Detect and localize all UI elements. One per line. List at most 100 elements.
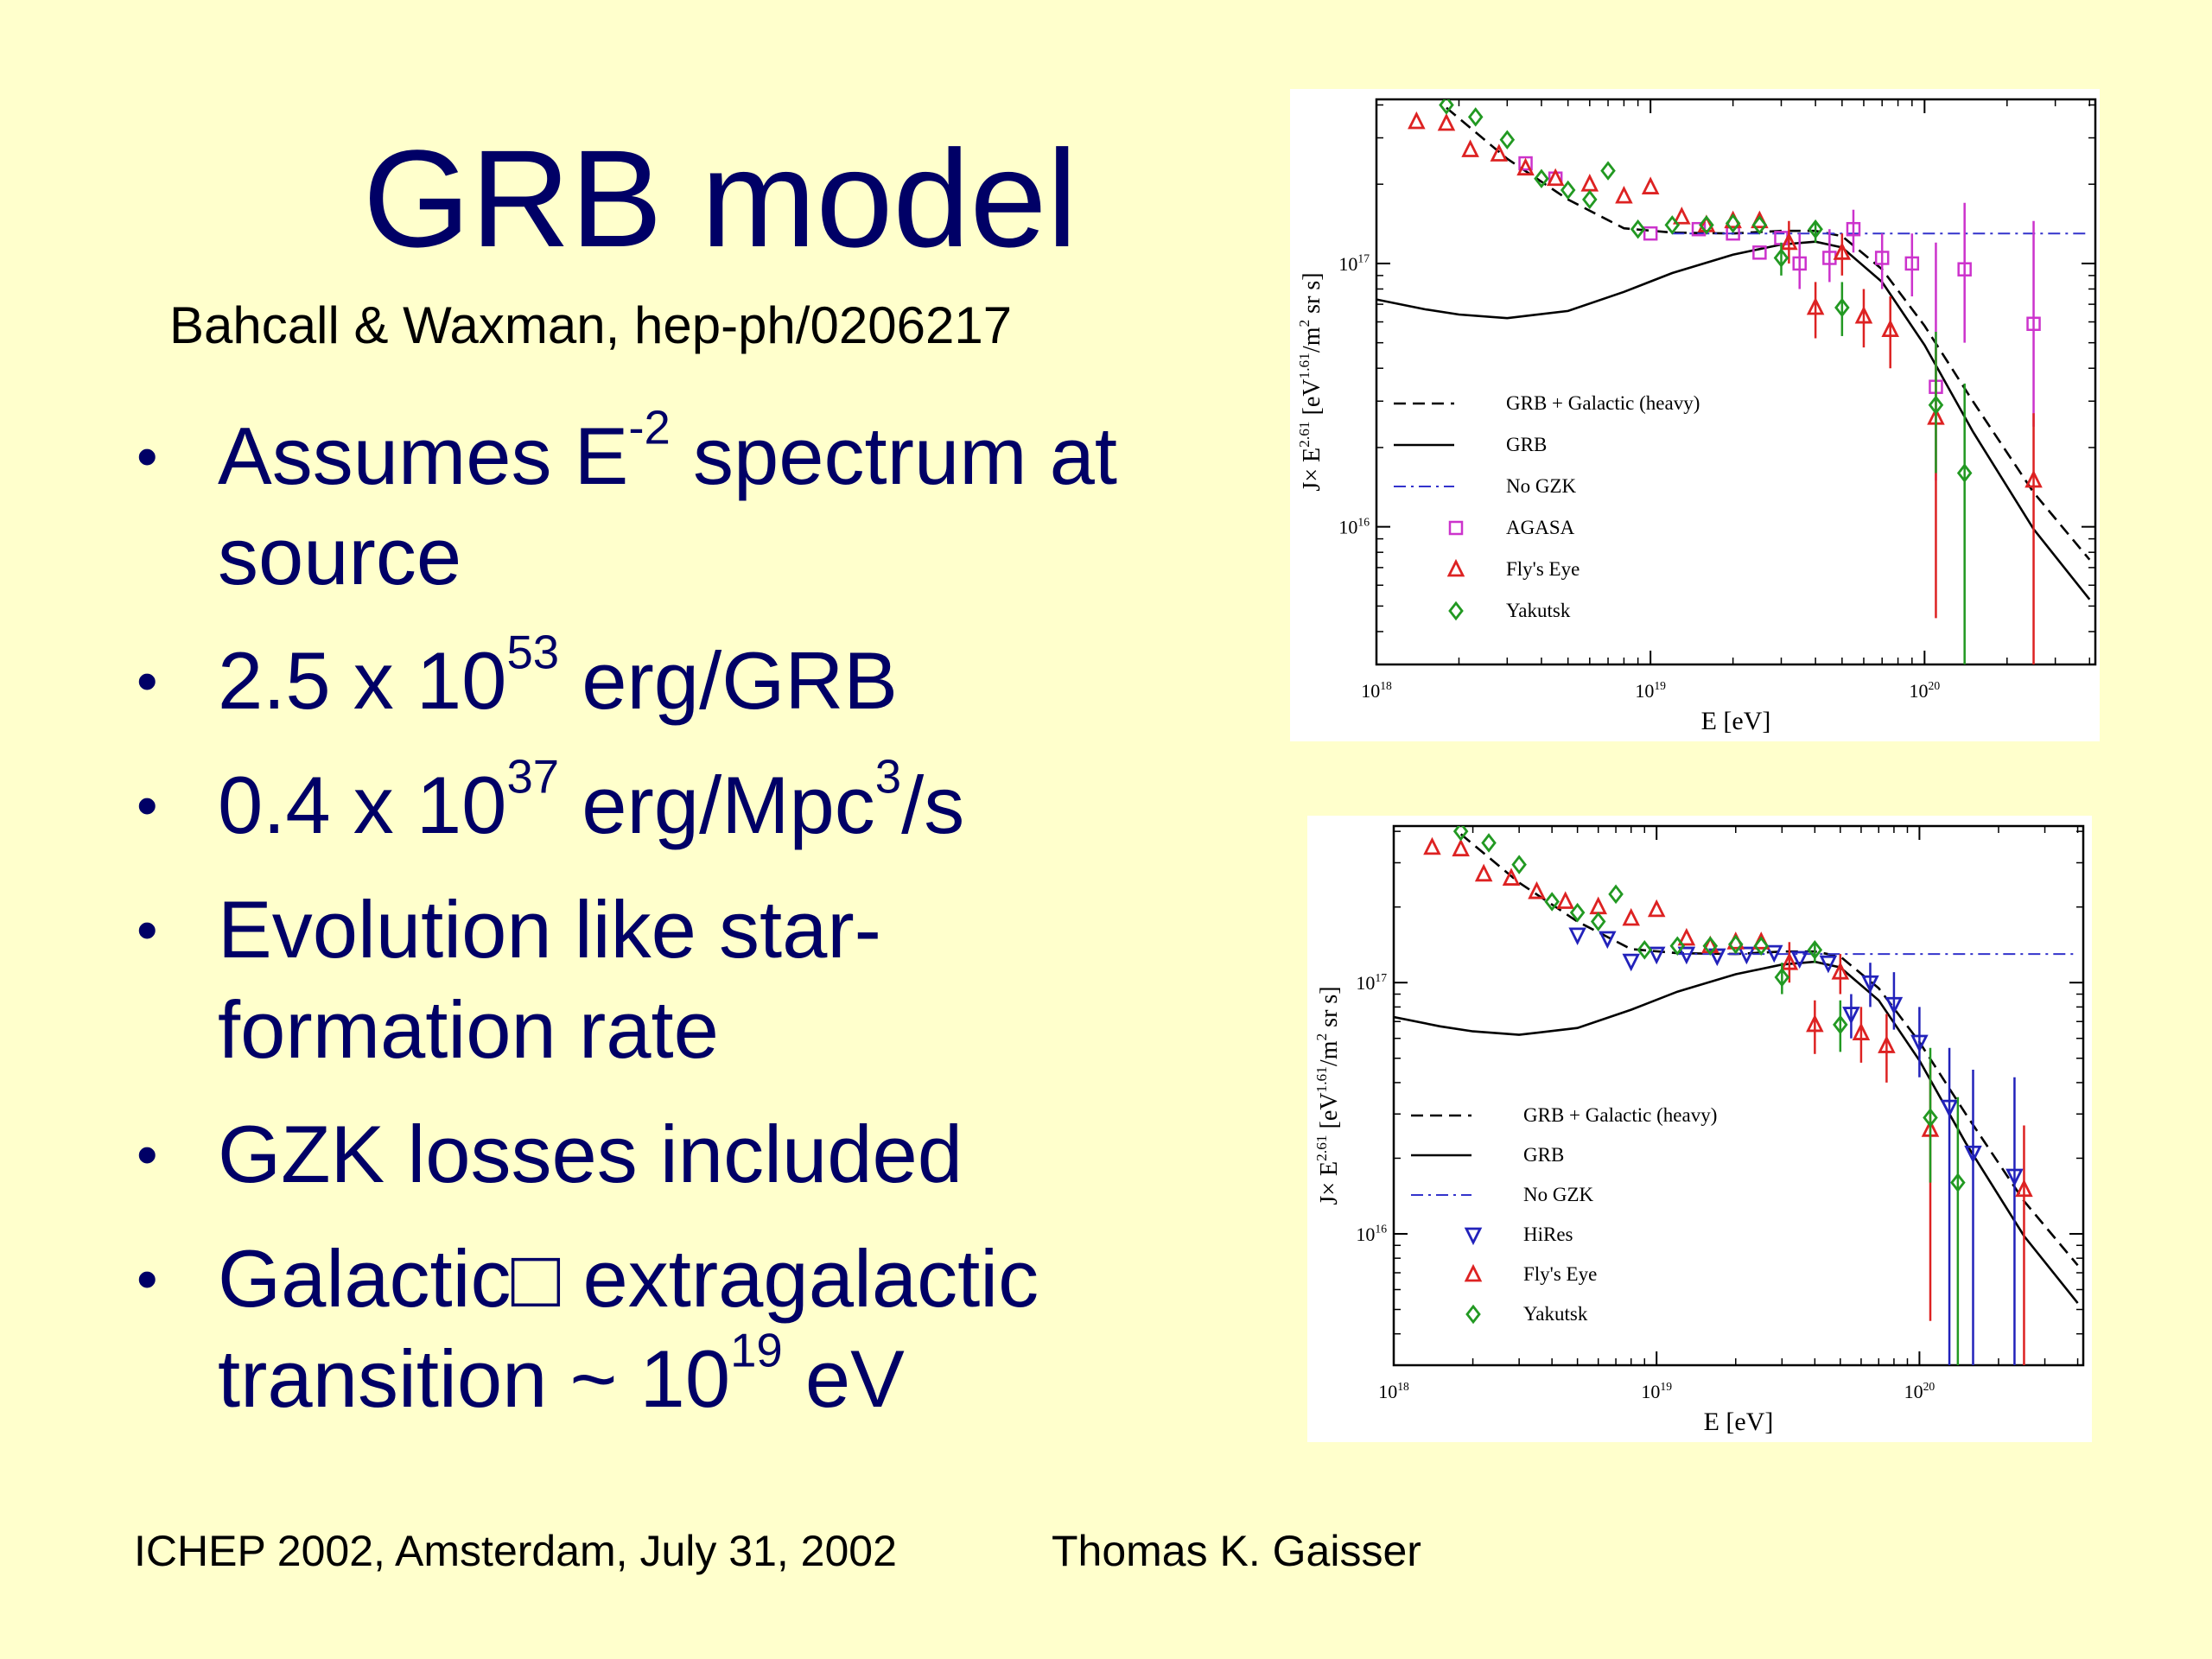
data-point <box>1774 967 1790 988</box>
bullet-item: • Assumes E-2 spectrum at source <box>130 404 1184 607</box>
data-point <box>1589 896 1607 915</box>
bullet-superscript: -2 <box>628 401 671 454</box>
bullet-text: 0.4 x 10 <box>218 760 507 850</box>
legend-label: No GZK <box>1506 475 1577 497</box>
bullet-text: erg/GRB <box>559 635 898 726</box>
bullet-text: /s <box>901 760 965 850</box>
data-point <box>1790 950 1808 969</box>
data-point <box>1544 892 1560 912</box>
data-point <box>1647 946 1666 965</box>
data-point <box>1452 838 1470 857</box>
data-point <box>1940 1099 1959 1118</box>
data-point <box>1806 296 1825 315</box>
data-point <box>1950 1173 1966 1192</box>
bullet-marker: • <box>137 1121 158 1188</box>
data-point <box>1608 884 1624 905</box>
bullet-text: erg/Mpc <box>559 760 875 850</box>
data-point <box>2005 1168 2024 1187</box>
footer-author: Thomas K. Gaisser <box>1052 1527 1421 1575</box>
x-tick-label: 1020 <box>1904 1380 1936 1402</box>
x-tick-label: 1018 <box>1361 679 1392 702</box>
data-point <box>2026 316 2041 332</box>
data-point <box>1874 251 1890 265</box>
x-tick-label: 1020 <box>1910 679 1941 702</box>
data-point <box>1957 262 1972 276</box>
legend-label: GRB <box>1506 434 1547 455</box>
data-point <box>1808 219 1823 239</box>
bullet-marker: • <box>137 1245 158 1313</box>
data-point <box>1568 927 1586 946</box>
y-axis-label: J× E2.61 [eV1.61/m2 sr s] <box>1296 272 1325 491</box>
data-point <box>1622 907 1640 926</box>
x-tick-label: 1018 <box>1378 1380 1409 1402</box>
bullet-superscript: 53 <box>506 626 560 679</box>
legend-marker <box>1464 1227 1483 1246</box>
data-point <box>1452 826 1469 842</box>
curve-line <box>1459 833 2079 1267</box>
y-axis-label: J× E2.61 [eV1.61/m2 sr s] <box>1313 986 1343 1205</box>
bullet-item: • 2.5 x 1053 erg/GRB <box>130 629 1184 731</box>
data-point <box>1439 99 1454 115</box>
data-point <box>1600 161 1616 181</box>
legend-marker <box>1465 1304 1481 1325</box>
legend-marker <box>1464 1263 1483 1282</box>
spectrum-chart-svg: 1018 1019 1020 1016 1017 E [eV] J× E2.61 [eV1.… <box>1313 824 2085 1436</box>
data-point <box>1556 891 1574 909</box>
data-point <box>1474 863 1493 882</box>
bullet-item: • Galactic□ extragalactic transition ~ 1… <box>130 1229 1184 1429</box>
legend-label: Yakutsk <box>1506 600 1571 621</box>
plot-area <box>1394 826 2079 1365</box>
legend-label: GRB + Galactic (heavy) <box>1523 1104 1717 1126</box>
footer-conference: ICHEP 2002, Amsterdam, July 31, 2002 <box>134 1527 897 1575</box>
curve-line <box>1394 960 2079 1304</box>
bullet-item: • GZK losses included <box>130 1104 1184 1205</box>
data-point <box>1964 1145 1982 1164</box>
legend-label: HiRes <box>1523 1224 1573 1245</box>
data-point <box>1481 833 1497 853</box>
data-point <box>1852 1022 1871 1040</box>
data-point <box>1499 130 1516 150</box>
data-point <box>1728 934 1744 955</box>
x-axis-label: E [eV] <box>1701 707 1771 735</box>
spectrum-chart-svg: 1018 1019 1020 1016 1017 E [eV] J× E2.61 [eV1.… <box>1296 98 2097 735</box>
data-point <box>1923 1108 1938 1128</box>
x-axis-label: E [eV] <box>1704 1408 1774 1436</box>
slide-subtitle: Bahcall & Waxman, hep-ph/0206217 <box>169 296 1013 354</box>
legend-marker <box>1448 601 1464 621</box>
data-point <box>1502 868 1521 886</box>
data-point <box>1582 189 1598 210</box>
data-point <box>1467 107 1484 127</box>
slide-title: GRB model <box>363 121 1077 276</box>
data-point <box>1792 256 1807 271</box>
bullet-marker: • <box>137 896 158 963</box>
data-point <box>1956 463 1973 483</box>
y-tick-label: 1017 <box>1338 252 1370 275</box>
data-point <box>1846 221 1861 237</box>
data-point <box>1780 952 1799 970</box>
data-point <box>1677 927 1696 946</box>
bullet-text: GZK losses included <box>218 1109 963 1199</box>
legend-label: AGASA <box>1506 517 1575 538</box>
data-point <box>1461 139 1479 157</box>
bullet-item: • 0.4 x 1037 erg/Mpc3/s <box>130 753 1184 855</box>
data-point <box>1437 112 1456 131</box>
spectrum-chart-agasa: 1018 1019 1020 1016 1017 E [eV] J× E2.61 [eV1.… <box>1290 89 2100 741</box>
data-point <box>1725 213 1741 233</box>
bullet-marker: • <box>137 423 158 490</box>
bullet-text: Galactic□ extragalactic transition ~ 10 <box>218 1233 1039 1424</box>
data-point <box>1885 996 1904 1015</box>
data-point <box>1861 975 1879 994</box>
data-point <box>1490 143 1509 162</box>
spectrum-chart-hires: 1018 1019 1020 1016 1017 E [eV] J× E2.61 [eV1.… <box>1307 816 2092 1442</box>
data-point <box>1699 215 1714 235</box>
data-point <box>1904 256 1920 271</box>
data-point <box>1831 962 1850 980</box>
bullet-text: 2.5 x 10 <box>218 635 507 726</box>
bullet-text: eV <box>782 1333 905 1424</box>
bullet-item: • Evolution like star-formation rate <box>130 880 1184 1080</box>
legend-marker <box>1448 520 1464 536</box>
legend-label: Fly's Eye <box>1523 1263 1597 1285</box>
data-point <box>1641 176 1660 194</box>
bullet-superscript: 37 <box>506 750 560 804</box>
data-point <box>1590 912 1606 931</box>
